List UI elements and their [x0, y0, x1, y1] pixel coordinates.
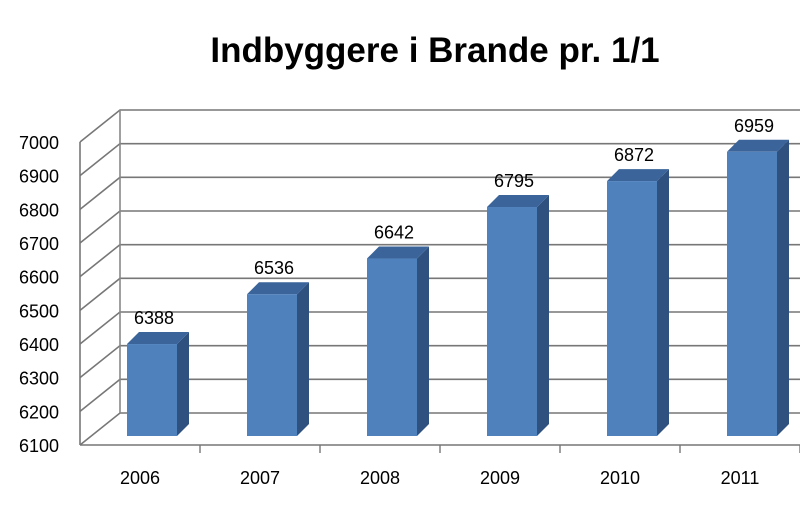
bar: [367, 246, 429, 436]
bar: [247, 282, 309, 436]
x-tick-label: 2009: [480, 468, 520, 488]
bar-top-face: [367, 246, 429, 259]
data-label: 6795: [494, 171, 534, 191]
bar: [127, 332, 189, 436]
bar-top-face: [127, 332, 189, 345]
x-axis-tick-labels: 2006 2007 2008 2009 2010 2011: [120, 445, 800, 488]
x-tick-label: 2007: [240, 468, 280, 488]
gridline: [79, 277, 800, 311]
gridline: [79, 243, 800, 278]
y-tick-label: 6400: [19, 335, 59, 355]
data-label: 6388: [134, 308, 174, 328]
y-tick-label: 6800: [19, 200, 59, 220]
bar-front-face: [247, 294, 297, 436]
data-label: 6642: [374, 223, 414, 243]
bar-top-face: [247, 282, 309, 295]
bar-side-face: [177, 332, 189, 436]
bar-front-face: [607, 181, 657, 436]
y-tick-label: 7000: [19, 133, 59, 153]
gridline: [79, 109, 800, 143]
x-tick-label: 2006: [120, 468, 160, 488]
y-tick-label: 6900: [19, 167, 59, 187]
data-label: 6959: [734, 116, 774, 136]
bar-top-face: [727, 139, 789, 152]
y-tick-label: 6300: [19, 369, 59, 389]
x-tick-label: 2010: [600, 468, 640, 488]
bar-front-face: [727, 151, 777, 436]
chart-title: Indbyggere i Brande pr. 1/1: [210, 31, 659, 70]
bar: [607, 169, 669, 437]
data-labels: 6388 6536 6642 6795 6872 6959: [134, 116, 774, 328]
y-tick-label: 6200: [19, 402, 59, 422]
bars: [127, 139, 789, 437]
bar-front-face: [487, 207, 537, 436]
bar: [487, 195, 549, 436]
bar-side-face: [537, 195, 549, 436]
bar: [727, 139, 789, 436]
bar-top-face: [487, 195, 549, 208]
x-tick-label: 2008: [360, 468, 400, 488]
bar-side-face: [297, 282, 309, 436]
y-tick-label: 6600: [19, 268, 59, 288]
gridline: [79, 142, 800, 177]
x-tick-label: 2011: [721, 468, 760, 488]
data-label: 6536: [254, 258, 294, 278]
data-label: 6872: [614, 145, 654, 165]
y-axis-tick-labels: 6100 6200 6300 6400 6500 6600 6700 6800 6900 7000: [19, 133, 59, 456]
bar-side-face: [777, 139, 789, 436]
gridline: [79, 176, 800, 210]
bar-front-face: [367, 258, 417, 436]
gridline: [79, 210, 800, 244]
y-tick-label: 6100: [19, 436, 59, 456]
bar-top-face: [607, 169, 669, 182]
y-tick-label: 6700: [19, 234, 59, 254]
bar-side-face: [657, 169, 669, 437]
bar-front-face: [127, 344, 177, 436]
y-tick-label: 6500: [19, 301, 59, 321]
bar-side-face: [417, 246, 429, 436]
